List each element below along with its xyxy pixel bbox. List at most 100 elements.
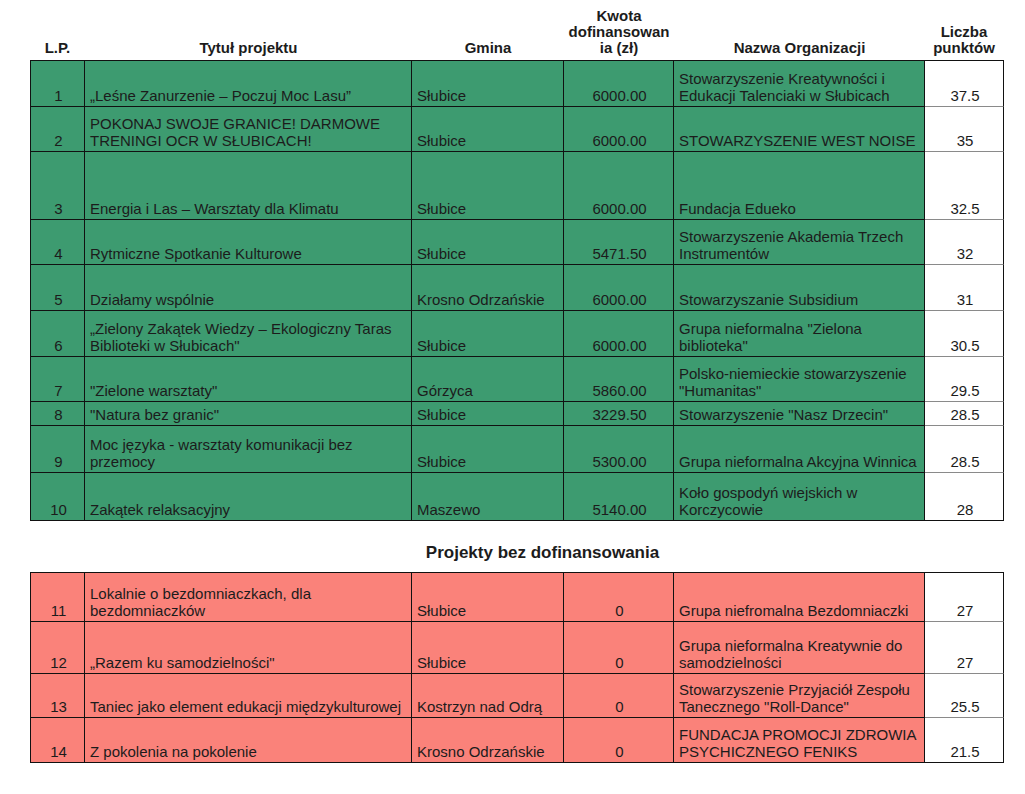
gmina-cell: Górzyca <box>412 357 564 402</box>
points-cell: 32 <box>925 220 1004 265</box>
project-title-cell: „Zielony Zakątek Wiedzy – Ekologiczny Ta… <box>85 311 412 357</box>
project-title-cell: POKONAJ SWOJE GRANICE! DARMOWE TRENINGI … <box>85 107 412 152</box>
table-row: 9Moc języka - warsztaty komunikacji bez … <box>31 426 1004 473</box>
organization-cell: Koło gospodyń wiejskich w Korczycowie <box>674 473 925 521</box>
lp-cell: 3 <box>31 152 85 220</box>
gmina-cell: Słubice <box>412 573 564 622</box>
project-title-cell: Energia i Las – Warsztaty dla Klimatu <box>85 152 412 220</box>
amount-cell: 5140.00 <box>564 473 674 521</box>
header-points: Liczba punktów <box>925 24 1003 57</box>
gmina-cell: Maszewo <box>412 473 564 521</box>
organization-cell: Grupa nieformalna Kreatywnie do samodzie… <box>674 622 925 674</box>
amount-cell: 0 <box>564 622 674 674</box>
points-cell: 27 <box>925 622 1004 674</box>
organization-cell: Stowarzyszenie "Nasz Drzecin" <box>674 402 925 426</box>
organization-cell: Stowarzyszenie Kreatywności i Edukacji T… <box>674 61 925 107</box>
gmina-cell: Słubice <box>412 426 564 473</box>
project-title-cell: Z pokolenia na pokolenie <box>85 718 412 763</box>
funding-results-document: L.P. Tytuł projektu Gmina Kwota dofinans… <box>0 0 1025 794</box>
organization-cell: Stowarzyszenie Akademia Trzech Instrumen… <box>674 220 925 265</box>
table-row: 14Z pokolenia na pokolenieKrosno Odrzańs… <box>31 718 1004 763</box>
header-amount: Kwota dofinansowan ia (zł) <box>564 8 674 57</box>
lp-cell: 4 <box>31 220 85 265</box>
table-row: 5Działamy wspólnieKrosno Odrzańskie6000.… <box>31 265 1004 311</box>
points-cell: 29.5 <box>925 357 1004 402</box>
gmina-cell: Słubice <box>412 107 564 152</box>
amount-cell: 6000.00 <box>564 152 674 220</box>
gmina-cell: Słubice <box>412 152 564 220</box>
lp-cell: 7 <box>31 357 85 402</box>
rejected-projects-table: 11Lokalnie o bezdomniaczkach, dla bezdom… <box>30 572 1004 763</box>
project-title-cell: Taniec jako element edukacji międzykultu… <box>85 674 412 718</box>
organization-cell: Grupa niefromalna Bezdomniaczki <box>674 573 925 622</box>
table-row: 10Zakątek relaksacyjnyMaszewo5140.00Koło… <box>31 473 1004 521</box>
lp-cell: 8 <box>31 402 85 426</box>
project-title-cell: "Natura bez granic" <box>85 402 412 426</box>
organization-cell: Grupa nieformalna "Zielona biblioteka" <box>674 311 925 357</box>
project-title-cell: Lokalnie o bezdomniaczkach, dla bezdomni… <box>85 573 412 622</box>
points-cell: 35 <box>925 107 1004 152</box>
lp-cell: 2 <box>31 107 85 152</box>
header-lp: L.P. <box>30 40 85 57</box>
amount-cell: 0 <box>564 573 674 622</box>
lp-cell: 1 <box>31 61 85 107</box>
project-title-cell: Zakątek relaksacyjny <box>85 473 412 521</box>
points-cell: 30.5 <box>925 311 1004 357</box>
gmina-cell: Kostrzyn nad Odrą <box>412 674 564 718</box>
lp-cell: 12 <box>31 622 85 674</box>
lp-cell: 11 <box>31 573 85 622</box>
points-cell: 28.5 <box>925 426 1004 473</box>
lp-cell: 6 <box>31 311 85 357</box>
amount-cell: 5300.00 <box>564 426 674 473</box>
gmina-cell: Słubice <box>412 311 564 357</box>
gmina-cell: Słubice <box>412 61 564 107</box>
amount-cell: 5860.00 <box>564 357 674 402</box>
points-cell: 25.5 <box>925 674 1004 718</box>
organization-cell: Stowarzyszanie Subsidium <box>674 265 925 311</box>
table-row: 13Taniec jako element edukacji międzykul… <box>31 674 1004 718</box>
gmina-cell: Słubice <box>412 220 564 265</box>
amount-cell: 6000.00 <box>564 311 674 357</box>
points-cell: 37.5 <box>925 61 1004 107</box>
organization-cell: FUNDACJA PROMOCJI ZDROWIA PSYCHICZNEGO F… <box>674 718 925 763</box>
lp-cell: 13 <box>31 674 85 718</box>
gmina-cell: Słubice <box>412 622 564 674</box>
gmina-cell: Krosno Odrzańskie <box>412 718 564 763</box>
organization-cell: STOWARZYSZENIE WEST NOISE <box>674 107 925 152</box>
sheet: L.P. Tytuł projektu Gmina Kwota dofinans… <box>30 0 1003 763</box>
points-cell: 27 <box>925 573 1004 622</box>
table-row: 12„Razem ku samodzielności"Słubice0Grupa… <box>31 622 1004 674</box>
section-title-no-funding: Projekty bez dofinansowania <box>30 543 1003 563</box>
gmina-cell: Słubice <box>412 402 564 426</box>
project-title-cell: „Razem ku samodzielności" <box>85 622 412 674</box>
table-header-row: L.P. Tytuł projektu Gmina Kwota dofinans… <box>30 0 1003 60</box>
organization-cell: Stowarzyszenie Przyjaciół Zespołu Tanecz… <box>674 674 925 718</box>
points-cell: 28 <box>925 473 1004 521</box>
project-title-cell: "Zielone warsztaty" <box>85 357 412 402</box>
amount-cell: 6000.00 <box>564 265 674 311</box>
organization-cell: Grupa nieformalna Akcyjna Winnica <box>674 426 925 473</box>
amount-cell: 5471.50 <box>564 220 674 265</box>
table-row: 7"Zielone warsztaty"Górzyca5860.00Polsko… <box>31 357 1004 402</box>
header-organization: Nazwa Organizacji <box>674 40 925 57</box>
project-title-cell: Działamy wspólnie <box>85 265 412 311</box>
table-row: 2POKONAJ SWOJE GRANICE! DARMOWE TRENINGI… <box>31 107 1004 152</box>
table-row: 3Energia i Las – Warsztaty dla KlimatuSł… <box>31 152 1004 220</box>
funded-projects-table: 1„Leśne Zanurzenie – Poczuj Moc Lasu”Słu… <box>30 60 1004 521</box>
amount-cell: 6000.00 <box>564 61 674 107</box>
table-row: 8"Natura bez granic"Słubice3229.50Stowar… <box>31 402 1004 426</box>
table-row: 11Lokalnie o bezdomniaczkach, dla bezdom… <box>31 573 1004 622</box>
project-title-cell: Rytmiczne Spotkanie Kulturowe <box>85 220 412 265</box>
lp-cell: 5 <box>31 265 85 311</box>
table-row: 1„Leśne Zanurzenie – Poczuj Moc Lasu”Słu… <box>31 61 1004 107</box>
table-row: 4Rytmiczne Spotkanie KulturoweSłubice547… <box>31 220 1004 265</box>
table-row: 6„Zielony Zakątek Wiedzy – Ekologiczny T… <box>31 311 1004 357</box>
lp-cell: 9 <box>31 426 85 473</box>
points-cell: 21.5 <box>925 718 1004 763</box>
header-project-title: Tytuł projektu <box>85 40 412 57</box>
project-title-cell: Moc języka - warsztaty komunikacji bez p… <box>85 426 412 473</box>
points-cell: 31 <box>925 265 1004 311</box>
header-gmina: Gmina <box>412 40 564 57</box>
amount-cell: 0 <box>564 674 674 718</box>
gmina-cell: Krosno Odrzańskie <box>412 265 564 311</box>
